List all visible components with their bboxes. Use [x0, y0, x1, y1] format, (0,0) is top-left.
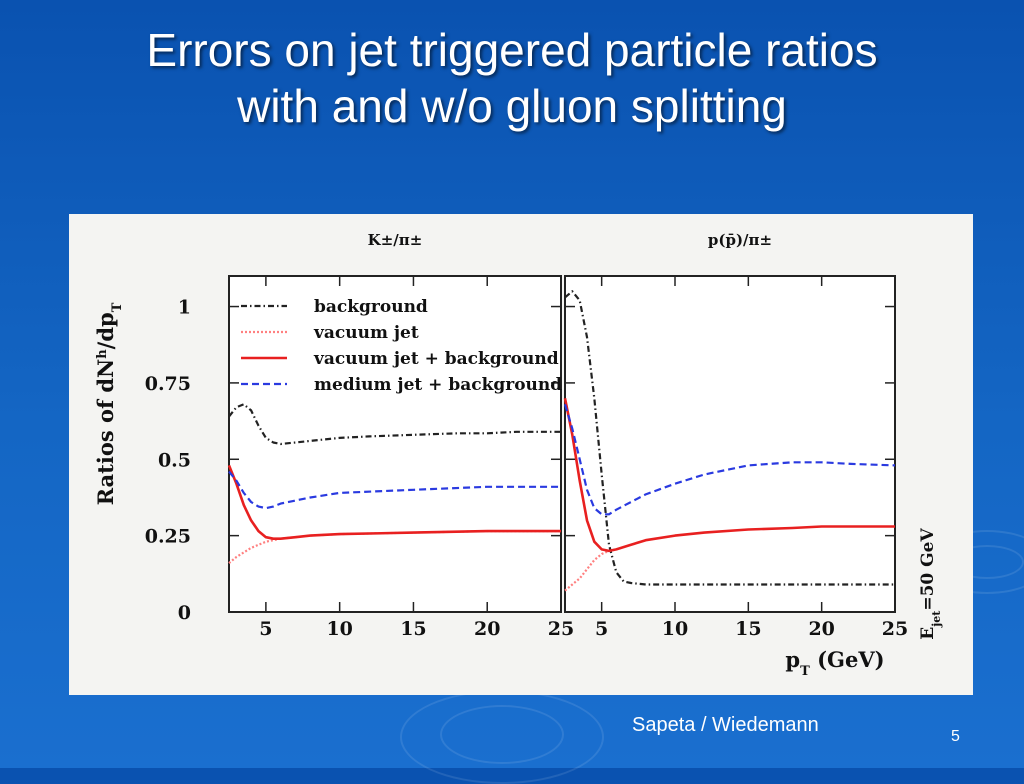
x-tick-label: 20 — [474, 618, 500, 640]
legend-entry: vacuum jet — [313, 323, 419, 343]
panel-title-proton: p(p̄)/π± — [708, 231, 772, 249]
legend-entry: background — [314, 297, 428, 317]
page-number: 5 — [951, 728, 960, 745]
slide-title: Errors on jet triggered particle ratios … — [0, 22, 1024, 134]
ratio-chart: Ratios of dNh/dpT Ejet=50 GeV pT (GeV) K… — [93, 231, 943, 679]
slide-title-line-1: Errors on jet triggered particle ratios — [146, 24, 878, 76]
footer-credit: Sapeta / Wiedemann — [632, 714, 819, 736]
y-tick-label: 0.75 — [145, 373, 191, 395]
x-tick-label: 10 — [662, 618, 688, 640]
y-tick-label: 0.25 — [145, 526, 191, 548]
chart-figure: Ratios of dNh/dpT Ejet=50 GeV pT (GeV) K… — [69, 214, 973, 695]
panel-title-kaon: K±/π± — [368, 231, 423, 249]
plot-frame — [564, 275, 896, 613]
y-tick-label: 0 — [178, 602, 191, 624]
x-tick-label: 10 — [326, 618, 352, 640]
x-tick-label: 5 — [259, 618, 272, 640]
slide-title-line-2: with and w/o gluon splitting — [237, 80, 787, 132]
background-ripple — [440, 705, 564, 764]
y-tick-label: 0.5 — [158, 449, 191, 471]
plot-frame — [228, 275, 562, 613]
series-line-vacuum-jet — [564, 548, 617, 592]
x-tick-label: 25 — [882, 618, 908, 640]
x-axis-label: pT (GeV) — [785, 647, 884, 679]
y-tick-label: 1 — [178, 297, 191, 319]
series-line-background — [564, 290, 895, 586]
x-tick-label: 25 — [548, 618, 574, 640]
y-axis-label: Ratios of dNh/dpT — [93, 302, 125, 505]
series-line-medium-jet-background — [563, 403, 896, 516]
x-tick-label: 15 — [735, 618, 761, 640]
legend-entry: medium jet + background — [314, 375, 562, 395]
series-line-medium-jet-background — [228, 470, 561, 510]
legend-entry: vacuum jet + background — [313, 349, 559, 369]
side-label: Ejet=50 GeV — [918, 528, 943, 640]
x-tick-label: 15 — [400, 618, 426, 640]
x-tick-label: 20 — [808, 618, 834, 640]
series-line-vacuum-jet-background — [227, 464, 561, 540]
x-tick-label: 5 — [595, 618, 608, 640]
series-line-vacuum-jet-background — [563, 397, 895, 553]
